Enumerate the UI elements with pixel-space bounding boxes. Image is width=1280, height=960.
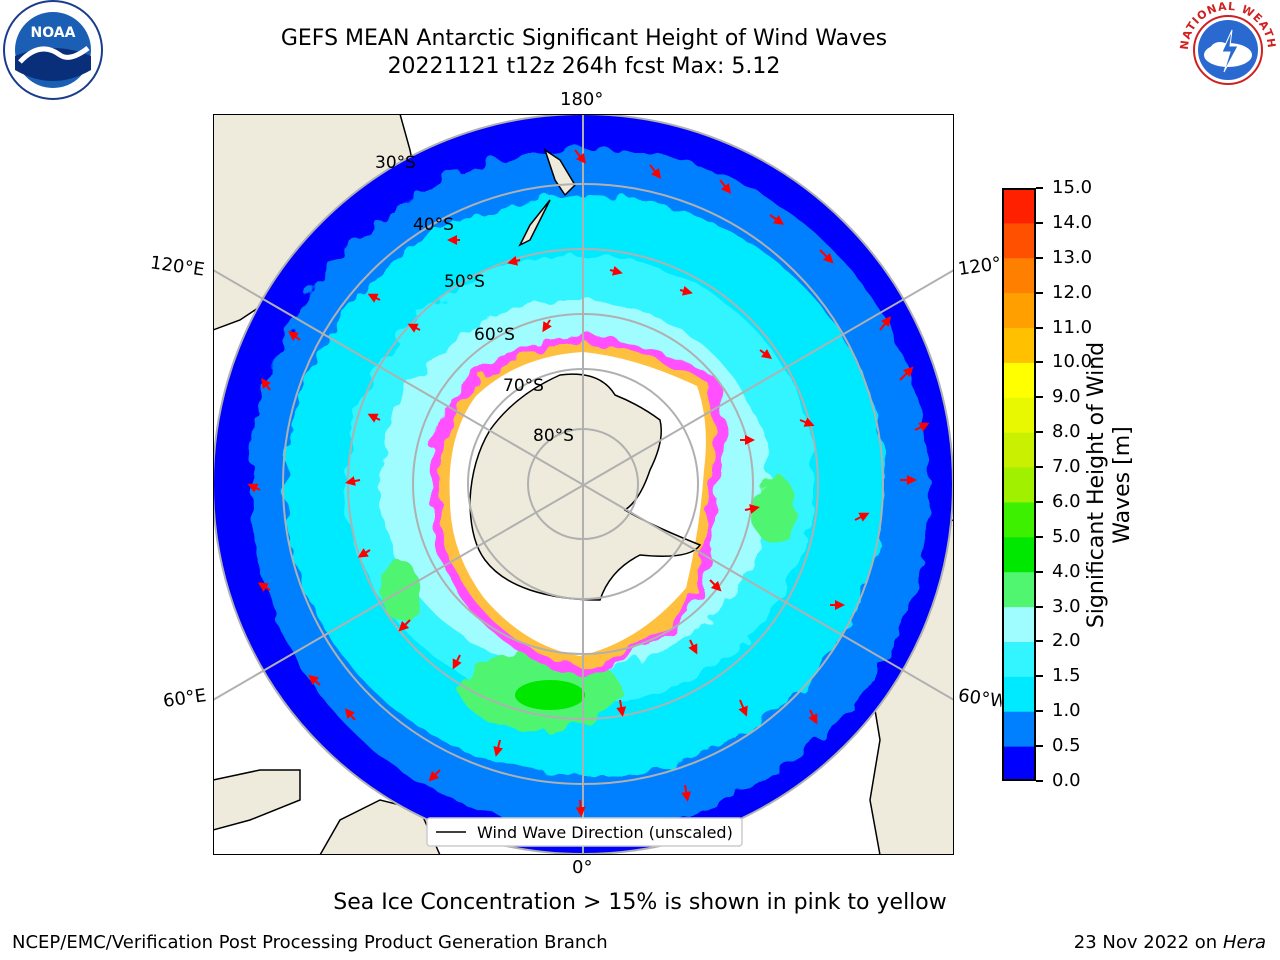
colorbar-tick-label: 4.0 <box>1052 560 1081 582</box>
colorbar-segment <box>1002 676 1036 712</box>
noaa-logo: NOAA <box>3 0 103 100</box>
wave-field-green-west <box>380 560 420 620</box>
wind-wave-vectors <box>247 149 930 817</box>
colorbar-segment <box>1002 746 1036 781</box>
colorbar-segment <box>1002 536 1036 573</box>
colorbar-tick-label: 12.0 <box>1052 281 1093 303</box>
noaa-wordmark: NOAA <box>31 25 76 41</box>
colorbar-label-line1: Significant Height of Wind <box>1084 341 1109 629</box>
lat-label-60s: 60°S <box>474 325 515 345</box>
colorbar-tick-label: 1.5 <box>1052 665 1081 687</box>
colorbar-tick-mark <box>1036 500 1043 503</box>
date-credit: 23 Nov 2022 on Hera <box>1074 932 1266 953</box>
lat-label-50s: 50°S <box>444 272 485 292</box>
legend-label: Wind Wave Direction (unscaled) <box>477 823 733 842</box>
colorbar-segment <box>1002 257 1036 294</box>
colorbar-tick-label: 11.0 <box>1052 316 1093 338</box>
colorbar-segment <box>1002 222 1036 259</box>
wave-field-green-core <box>515 680 585 710</box>
colorbar-tick-mark <box>1036 326 1043 329</box>
africa-land <box>213 769 301 831</box>
lat-label-40s: 40°S <box>413 215 454 235</box>
colorbar-tick-mark <box>1036 396 1043 399</box>
colorbar-segment <box>1002 467 1036 503</box>
wave-field-green-east <box>753 475 797 545</box>
colorbar-tick-label: 6.0 <box>1052 490 1081 512</box>
colorbar-segment <box>1002 292 1036 329</box>
colorbar-tick-label: 3.0 <box>1052 595 1081 617</box>
lon-label-120w: 120°W <box>956 253 1004 280</box>
colorbar-tick-label: 1.0 <box>1052 700 1081 722</box>
new-zealand-land <box>518 148 576 247</box>
colorbar-tick-mark <box>1036 431 1043 434</box>
colorbar-tick-mark <box>1036 466 1043 469</box>
colorbar-tick-mark <box>1036 535 1043 538</box>
colorbar-tick-mark <box>1036 221 1043 224</box>
colorbar-tick-mark <box>1036 780 1043 782</box>
colorbar-tick-mark <box>1036 745 1043 748</box>
lon-label-180: 180° <box>560 89 604 110</box>
colorbar <box>1002 188 1036 781</box>
colorbar-tick-label: 14.0 <box>1052 211 1093 233</box>
colorbar-segment <box>1002 188 1036 224</box>
colorbar-segment <box>1002 432 1036 468</box>
colorbar-tick-label: 0.5 <box>1052 735 1081 757</box>
colorbar-tick-mark <box>1036 605 1043 608</box>
antarctica-land <box>469 373 702 601</box>
colorbar-tick-label: 7.0 <box>1052 456 1081 478</box>
colorbar-segment <box>1002 327 1036 363</box>
colorbar-tick-label: 5.0 <box>1052 525 1081 547</box>
date-text: 23 Nov 2022 on <box>1073 932 1218 953</box>
map-title: GEFS MEAN Antarctic Significant Height o… <box>280 26 888 51</box>
lat-label-70s: 70°S <box>503 376 544 396</box>
colorbar-tick-mark <box>1036 361 1043 364</box>
colorbar-tick-mark <box>1036 291 1043 294</box>
colorbar-segment <box>1002 606 1036 642</box>
lat-label-30s: 30°S <box>375 153 416 173</box>
sea-ice-note: Sea Ice Concentration > 15% is shown in … <box>333 890 947 915</box>
lat-label-80s: 80°S <box>533 426 574 446</box>
colorbar-tick-label: 8.0 <box>1052 421 1081 443</box>
polar-map: Wind Wave Direction (unscaled) 30°S 40°S… <box>213 114 954 855</box>
lon-label-0: 0° <box>572 857 593 878</box>
lon-label-120e: 120°E <box>148 252 206 281</box>
producer-credit: NCEP/EMC/Verification Post Processing Pr… <box>12 932 608 953</box>
colorbar-label: Significant Height of Wind Waves [m] <box>1084 342 1136 628</box>
colorbar-tick-label: 15.0 <box>1052 177 1093 198</box>
colorbar-tick-label: 10.0 <box>1052 351 1093 373</box>
colorbar-tick-label: 13.0 <box>1052 246 1093 268</box>
colorbar-segment <box>1002 362 1036 398</box>
colorbar-segment <box>1002 571 1036 608</box>
vector-legend: Wind Wave Direction (unscaled) <box>426 817 743 847</box>
lon-label-60w: 60°W <box>956 685 1004 712</box>
colorbar-tick-mark <box>1036 640 1043 643</box>
colorbar-segment <box>1002 501 1036 538</box>
colorbar-tick-mark <box>1036 710 1043 713</box>
colorbar-tick-mark <box>1036 570 1043 573</box>
colorbar-label-line2: Waves [m] <box>1110 426 1135 544</box>
colorbar-tick-mark <box>1036 675 1043 678</box>
colorbar-border <box>1002 188 1036 781</box>
colorbar-tick-label: 2.0 <box>1052 630 1081 652</box>
colorbar-segment <box>1002 711 1036 747</box>
nws-logo: NATIONAL WEATHER SERVICE <box>1176 0 1277 98</box>
colorbar-tick-label: 0.0 <box>1052 770 1081 791</box>
colorbar-segment <box>1002 641 1036 677</box>
colorbar-tick-label: 9.0 <box>1052 386 1081 408</box>
lon-label-60e: 60°E <box>161 685 208 712</box>
colorbar-segment <box>1002 397 1036 433</box>
colorbar-tick-mark <box>1036 256 1043 259</box>
map-subtitle: 20221121 t12z 264h fcst Max: 5.12 <box>387 54 781 79</box>
machine-name: Hera <box>1222 932 1266 953</box>
colorbar-tick-mark <box>1036 187 1043 189</box>
